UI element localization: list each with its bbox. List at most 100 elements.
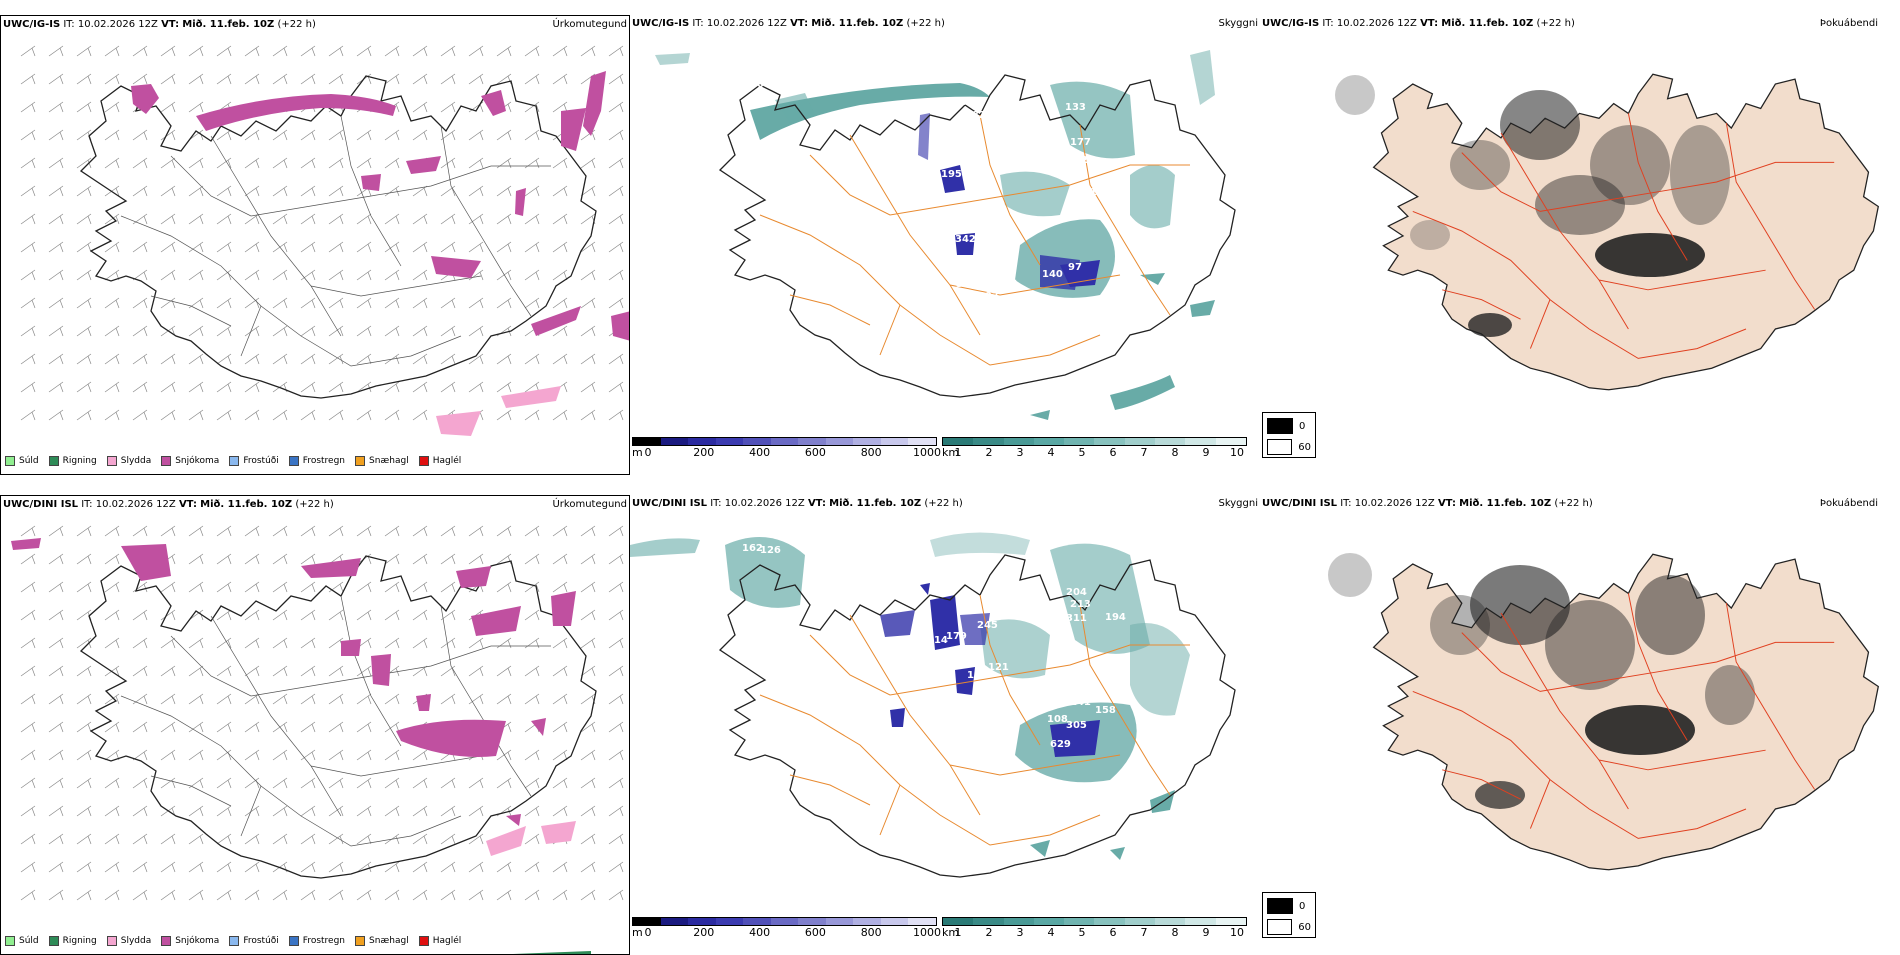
lead-time: (+22 h)	[1536, 18, 1575, 29]
precip-legend-item: Frostúði	[229, 936, 279, 946]
model-name: UWC/DINI ISL	[3, 499, 79, 510]
it-label: IT:	[692, 18, 704, 29]
colorbar-unit: km	[942, 926, 960, 939]
legend-label: Súld	[19, 456, 39, 466]
visibility-panel-top: 200 385 182 700 133 22 195 255 162 177 155 11 342 37 2…	[630, 15, 1260, 475]
colorbar-swatch	[1064, 438, 1095, 445]
precip-legend-item: Súld	[5, 936, 39, 946]
fog-panel-bottom: UWC/DINI ISL IT: 10.02.2026 12Z VT: Mið.…	[1260, 495, 1890, 955]
colorbar-swatch	[908, 918, 937, 925]
colorbar-swatch	[908, 438, 937, 445]
colorbar-swatch	[880, 918, 909, 925]
colorbar-swatch	[853, 438, 881, 445]
fog-legend-swatch	[1267, 418, 1293, 434]
sleet-areas	[436, 386, 561, 436]
panel-title: Skyggni	[1218, 498, 1258, 509]
legend-label: Rigning	[62, 936, 97, 946]
panel-title: Úrkomutegund	[552, 19, 627, 30]
cloudbase-label: 114	[927, 635, 948, 646]
legend-swatch	[418, 936, 429, 946]
colorbar-swatch	[943, 438, 974, 445]
cloudbase-colorbar: m 0 200 400 600 800 1000	[632, 437, 941, 459]
cloudbase-label: 195	[941, 169, 962, 180]
legend-label: Snæhagl	[369, 936, 409, 946]
panel-header: UWC/DINI ISL IT: 10.02.2026 12Z VT: Mið.…	[3, 498, 628, 512]
cloudbase-label: 159	[972, 687, 993, 698]
legend-label: Frostúði	[243, 936, 279, 946]
legend-label: Súld	[19, 936, 39, 946]
colorbar-swatch	[1094, 918, 1125, 925]
cloudbase-colorbar: m 0 200 400 600 800 1000	[632, 917, 941, 939]
colorbar-swatch	[1155, 918, 1186, 925]
colorbar-swatches	[942, 437, 1247, 446]
it-value: 10.02.2026 12Z	[77, 19, 158, 30]
model-name: UWC/DINI ISL	[632, 498, 708, 509]
cloudbase-label: 629	[1050, 739, 1071, 750]
legend-swatch	[5, 456, 15, 466]
colorbar-swatch	[943, 918, 974, 925]
legend-swatch	[48, 456, 59, 466]
colorbar-swatch	[1124, 918, 1156, 925]
panel-title: Skyggni	[1218, 18, 1258, 29]
legend-swatch	[106, 936, 117, 946]
precip-legend-item: Snæhagl	[355, 936, 409, 946]
colorbar-swatch	[660, 438, 689, 445]
it-label: IT:	[63, 19, 75, 30]
colorbar-swatch	[1064, 918, 1095, 925]
colorbar-swatch	[770, 918, 799, 925]
colorbar-swatch	[1033, 438, 1065, 445]
cloudbase-label: 133	[1065, 102, 1086, 113]
cloudbase-label: 37	[965, 269, 979, 280]
legend-label: Frostúði	[243, 456, 279, 466]
legend-label: Frostregn	[302, 936, 346, 946]
legend-label: Slydda	[120, 456, 152, 466]
colorbar-swatch	[973, 438, 1004, 445]
colorbar-tick: 6	[1109, 926, 1117, 939]
panel-title: Þokuábendi	[1819, 498, 1878, 509]
vt-label: VT:	[807, 498, 826, 509]
colorbar-tick: 1	[954, 446, 962, 459]
rain-areas	[513, 951, 591, 954]
precip-legend-item: Rigning	[48, 936, 97, 946]
legend-swatch	[5, 936, 15, 946]
model-name: UWC/DINI ISL	[1262, 498, 1338, 509]
colorbar-swatch	[880, 438, 909, 445]
colorbar-tick: 600	[804, 926, 826, 939]
panel-header: UWC/IG-IS IT: 10.02.2026 12Z VT: Mið. 11…	[3, 18, 628, 32]
colorbar-swatch	[1155, 438, 1186, 445]
precip-type-map-bottom	[11, 525, 624, 954]
sleet-areas	[486, 814, 576, 856]
colorbar-tick: 4	[1047, 926, 1055, 939]
it-value: 10.02.2026 12Z	[706, 18, 787, 29]
vt-label: VT:	[1437, 498, 1456, 509]
colorbar-tick: 10	[1230, 446, 1244, 459]
vt-value: Mið. 11.feb. 10Z	[200, 499, 293, 510]
lead-time: (+22 h)	[295, 499, 334, 510]
cloudbase-label: 141	[1070, 697, 1091, 708]
model-name: UWC/IG-IS	[3, 19, 61, 30]
colorbar-swatch	[1124, 438, 1156, 445]
model-name: UWC/IG-IS	[1262, 18, 1320, 29]
fog-legend-swatch	[1267, 898, 1293, 914]
it-value: 10.02.2026 12Z	[1336, 18, 1417, 29]
visibility-map-top: 200 385 182 700 133 22 195 255 162 177 155 11 342 37 2…	[655, 50, 1236, 420]
cloudbase-label: 11	[935, 233, 949, 244]
legend-label: Slydda	[120, 936, 152, 946]
precip-legend-item: Snjókoma	[161, 936, 219, 946]
precip-legend-item: Frostregn	[288, 936, 346, 946]
colorbar-tick: 8	[1171, 446, 1179, 459]
cloudbase-label: 162	[742, 543, 763, 554]
legend-swatch	[229, 456, 240, 466]
iceland-outline	[79, 75, 597, 399]
precip-legend: Súld Rigning Slydda Snjókoma Frostúði Frostre…	[5, 454, 461, 468]
it-label: IT:	[1340, 498, 1352, 509]
cloudbase-label: 385	[953, 97, 974, 108]
cloudbase-label: 177	[1070, 137, 1091, 148]
cloudbase-label: 126	[760, 545, 781, 556]
fog-legend: 0 60	[1262, 412, 1316, 458]
colorbar-swatch	[798, 918, 826, 925]
colorbar-swatch	[633, 918, 661, 925]
panel-header: UWC/DINI ISL IT: 10.02.2026 12Z VT: Mið.…	[1262, 497, 1887, 511]
legend-swatch	[161, 936, 172, 946]
cloudbase-label: 136	[955, 695, 976, 706]
